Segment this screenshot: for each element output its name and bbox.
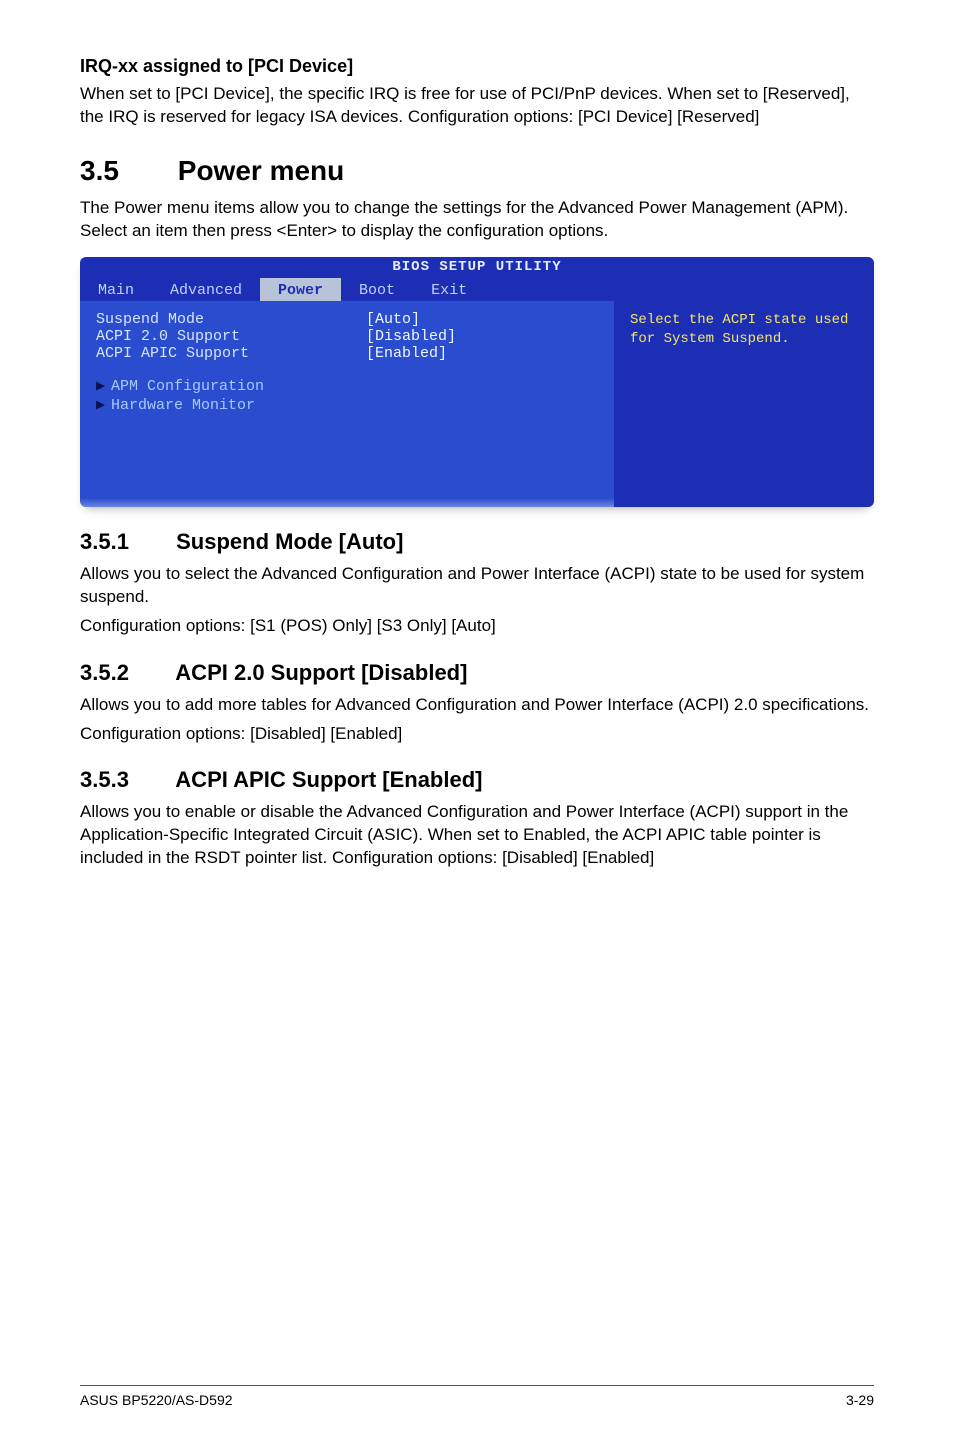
bios-apm-label: APM Configuration: [111, 378, 264, 395]
bios-title: BIOS SETUP UTILITY: [80, 259, 874, 275]
content-area: IRQ-xx assigned to [PCI Device] When set…: [80, 56, 874, 1385]
bios-body: Suspend Mode [Auto] ACPI 2.0 Support [Di…: [80, 301, 874, 507]
page-footer: ASUS BP5220/AS-D592 3-29: [80, 1385, 874, 1408]
section-352-p2: Configuration options: [Disabled] [Enabl…: [80, 723, 874, 746]
section-352-number: 3.5.2: [80, 660, 170, 686]
section-351-heading: 3.5.1 Suspend Mode [Auto]: [80, 529, 874, 555]
bios-left-panel: Suspend Mode [Auto] ACPI 2.0 Support [Di…: [80, 301, 616, 507]
bios-help-text: Select the ACPI state used for System Su…: [630, 312, 848, 347]
bios-apic-value: [Enabled]: [366, 345, 447, 362]
bios-tab-boot[interactable]: Boot: [341, 278, 413, 301]
section-352-heading: 3.5.2 ACPI 2.0 Support [Disabled]: [80, 660, 874, 686]
footer-right: 3-29: [846, 1392, 874, 1408]
section-352-p1: Allows you to add more tables for Advanc…: [80, 694, 874, 717]
bios-row-apic[interactable]: ACPI APIC Support [Enabled]: [96, 345, 598, 362]
section-353-heading: 3.5.3 ACPI APIC Support [Enabled]: [80, 767, 874, 793]
bios-tab-power[interactable]: Power: [260, 278, 341, 301]
chapter-number: 3.5: [80, 155, 170, 187]
bios-screenshot: BIOS SETUP UTILITY Main Advanced Power B…: [80, 257, 874, 507]
section-351-number: 3.5.1: [80, 529, 170, 555]
section-353-number: 3.5.3: [80, 767, 170, 793]
bios-apic-label: ACPI APIC Support: [96, 345, 366, 362]
bios-tab-main[interactable]: Main: [80, 278, 152, 301]
section-353-p1: Allows you to enable or disable the Adva…: [80, 801, 874, 870]
footer-left: ASUS BP5220/AS-D592: [80, 1392, 233, 1408]
irq-body: When set to [PCI Device], the specific I…: [80, 83, 874, 129]
bios-tabbar: BIOS SETUP UTILITY Main Advanced Power B…: [80, 257, 874, 301]
bios-row-suspend[interactable]: Suspend Mode [Auto]: [96, 311, 598, 328]
bios-suspend-value: [Auto]: [366, 311, 420, 328]
bios-acpi20-label: ACPI 2.0 Support: [96, 328, 366, 345]
bios-tab-advanced[interactable]: Advanced: [152, 278, 260, 301]
triangle-icon: ▶: [96, 397, 105, 414]
triangle-icon: ▶: [96, 378, 105, 395]
section-352-title: ACPI 2.0 Support [Disabled]: [175, 660, 467, 685]
chapter-heading: 3.5 Power menu: [80, 155, 874, 187]
bios-row-hwmon[interactable]: ▶ Hardware Monitor: [96, 395, 598, 414]
irq-heading: IRQ-xx assigned to [PCI Device]: [80, 56, 874, 77]
page: IRQ-xx assigned to [PCI Device] When set…: [0, 0, 954, 1438]
section-351-title: Suspend Mode [Auto]: [176, 529, 403, 554]
section-353-title: ACPI APIC Support [Enabled]: [175, 767, 482, 792]
chapter-intro: The Power menu items allow you to change…: [80, 197, 874, 243]
bios-suspend-label: Suspend Mode: [96, 311, 366, 328]
section-351-p1: Allows you to select the Advanced Config…: [80, 563, 874, 609]
bios-row-apm[interactable]: ▶ APM Configuration: [96, 376, 598, 395]
chapter-title: Power menu: [178, 155, 344, 186]
bios-tab-exit[interactable]: Exit: [413, 278, 485, 301]
bios-acpi20-value: [Disabled]: [366, 328, 456, 345]
section-351-p2: Configuration options: [S1 (POS) Only] […: [80, 615, 874, 638]
bios-hwmon-label: Hardware Monitor: [111, 397, 255, 414]
bios-row-acpi20[interactable]: ACPI 2.0 Support [Disabled]: [96, 328, 598, 345]
bios-help-panel: Select the ACPI state used for System Su…: [616, 301, 874, 507]
